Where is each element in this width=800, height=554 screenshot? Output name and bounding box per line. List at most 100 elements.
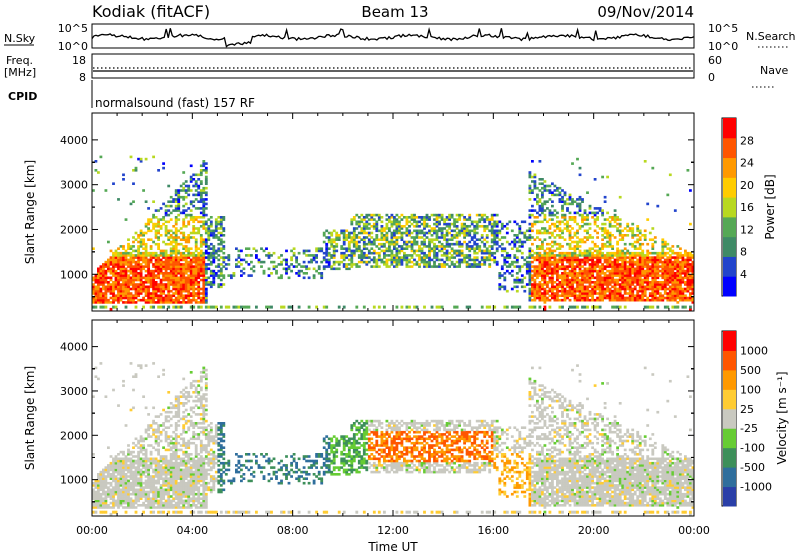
power-cell bbox=[636, 292, 640, 295]
power-cell bbox=[538, 294, 542, 297]
power-cell bbox=[684, 251, 687, 255]
power-cell bbox=[187, 220, 191, 224]
power-cell bbox=[578, 260, 582, 264]
power-cell bbox=[510, 240, 514, 244]
power-cell bbox=[335, 267, 339, 271]
power-cell bbox=[606, 260, 610, 264]
power-cell bbox=[508, 265, 512, 268]
velocity-cell bbox=[112, 457, 115, 461]
power-cell bbox=[633, 263, 637, 266]
power-cell bbox=[310, 258, 314, 262]
velocity-cell bbox=[99, 484, 103, 487]
power-cell bbox=[563, 202, 567, 206]
power-cell bbox=[159, 254, 163, 257]
power-cell bbox=[352, 263, 356, 266]
velocity-cell bbox=[107, 470, 110, 474]
power-cell bbox=[613, 258, 617, 262]
power-cell bbox=[463, 225, 467, 228]
power-cell bbox=[410, 240, 414, 244]
power-cell bbox=[164, 269, 168, 273]
power-cell bbox=[571, 269, 574, 273]
velocity-cell bbox=[99, 495, 103, 498]
power-cell bbox=[663, 265, 667, 268]
power-cell bbox=[483, 245, 487, 248]
power-cell bbox=[142, 238, 146, 241]
power-cell bbox=[312, 274, 316, 277]
power-cell bbox=[515, 276, 519, 280]
power-cell bbox=[375, 213, 379, 217]
power-cell bbox=[638, 256, 642, 259]
power-cell bbox=[576, 222, 579, 226]
power-cell bbox=[638, 245, 642, 248]
power-cell bbox=[194, 301, 198, 304]
power-cell bbox=[651, 274, 655, 277]
power-cell bbox=[385, 238, 389, 241]
power-cell bbox=[581, 240, 584, 244]
power-cell bbox=[370, 216, 374, 219]
power-cell bbox=[370, 258, 374, 262]
power-cell bbox=[591, 263, 595, 266]
power-cell bbox=[571, 265, 574, 268]
power-cell bbox=[548, 276, 552, 280]
power-cell bbox=[152, 289, 156, 293]
power-cell bbox=[147, 207, 151, 210]
power-cell bbox=[117, 298, 120, 302]
power-cell bbox=[536, 272, 539, 275]
power-cell bbox=[390, 240, 394, 244]
power-cell bbox=[548, 227, 552, 230]
power-cell bbox=[626, 298, 630, 302]
power-cell bbox=[162, 289, 166, 293]
power-cell bbox=[500, 225, 504, 228]
power-cell bbox=[337, 238, 341, 241]
power-cell bbox=[430, 247, 434, 250]
power-cell bbox=[656, 298, 660, 302]
power-cell bbox=[167, 289, 171, 293]
power-cell bbox=[656, 256, 660, 259]
power-cell bbox=[573, 254, 577, 257]
power-cell bbox=[556, 254, 559, 257]
power-cell bbox=[390, 256, 394, 259]
power-cell bbox=[518, 245, 522, 248]
power-cell bbox=[97, 269, 100, 273]
power-cell bbox=[362, 240, 366, 244]
power-cell bbox=[488, 249, 492, 253]
power-cell bbox=[520, 251, 524, 255]
power-cell bbox=[608, 263, 612, 266]
power-cell bbox=[593, 254, 597, 257]
power-cell bbox=[144, 245, 148, 248]
power-cell bbox=[197, 267, 201, 271]
power-cell bbox=[433, 249, 436, 253]
power-cell bbox=[372, 258, 376, 262]
power-cell bbox=[182, 211, 186, 215]
power-cell bbox=[214, 218, 218, 221]
power-cell bbox=[623, 267, 627, 271]
power-cell bbox=[571, 283, 574, 286]
velocity-cell bbox=[99, 504, 103, 507]
power-cell bbox=[157, 218, 161, 221]
power-cell bbox=[265, 254, 268, 257]
power-cell bbox=[661, 256, 665, 259]
power-cell bbox=[571, 198, 574, 201]
power-cell bbox=[418, 263, 421, 266]
power-cell bbox=[129, 260, 133, 264]
power-cell bbox=[182, 218, 186, 221]
power-cell bbox=[119, 274, 123, 277]
power-cell bbox=[184, 209, 188, 212]
power-cell bbox=[240, 263, 243, 266]
power-cell bbox=[626, 274, 630, 277]
power-cell bbox=[558, 267, 562, 271]
velocity-cell bbox=[107, 492, 110, 496]
power-cell bbox=[618, 256, 622, 259]
power-cell bbox=[325, 254, 329, 257]
velocity-cell bbox=[109, 461, 113, 465]
power-cell bbox=[410, 247, 414, 250]
power-cell bbox=[586, 258, 589, 262]
power-cell bbox=[551, 296, 554, 300]
power-cell bbox=[204, 231, 208, 235]
power-cell bbox=[445, 216, 449, 219]
power-cell bbox=[611, 218, 615, 221]
power-cell bbox=[189, 281, 193, 284]
power-cell bbox=[204, 191, 208, 194]
velocity-cell bbox=[112, 468, 115, 472]
power-cell bbox=[538, 213, 542, 217]
